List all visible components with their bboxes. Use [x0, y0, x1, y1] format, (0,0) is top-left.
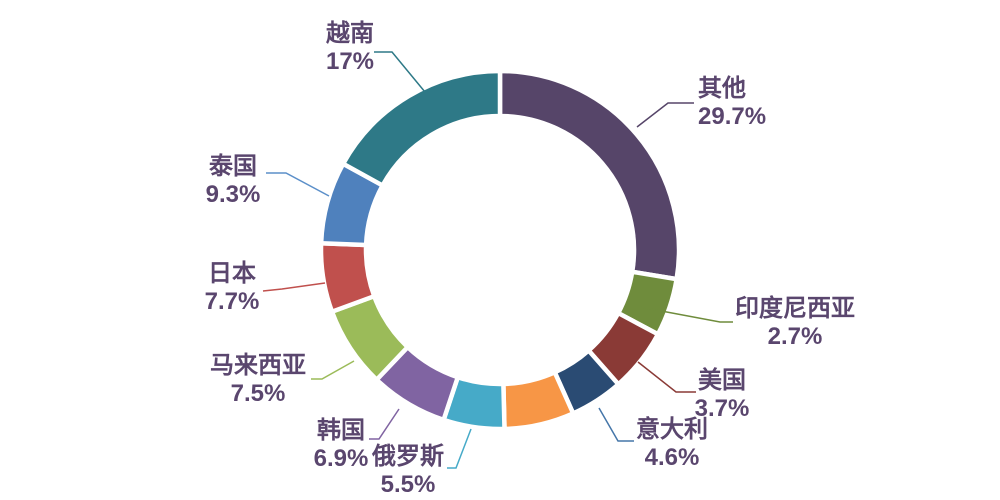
leader-line-south-korea	[369, 408, 400, 440]
leader-line-italy	[598, 407, 634, 442]
leader-line-japan	[262, 282, 326, 292]
donut-segment-japan	[318, 241, 377, 314]
leader-line-thailand	[266, 172, 330, 197]
leader-line-others	[636, 102, 694, 128]
leader-line-russia	[447, 428, 472, 469]
donut-segment-vietnam	[340, 68, 503, 188]
donut-segment-others	[497, 68, 682, 282]
leader-line-malaysia	[311, 360, 355, 380]
leader-line-vietnam	[374, 51, 426, 93]
leader-line-indonesia	[639, 306, 733, 323]
leader-line-usa	[637, 361, 696, 393]
